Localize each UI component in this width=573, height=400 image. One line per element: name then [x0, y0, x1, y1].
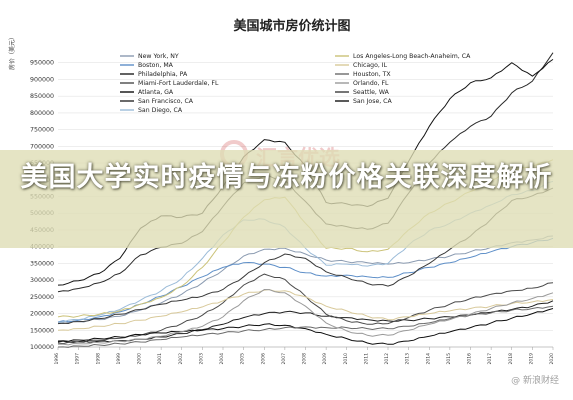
- x-tick-label: 1996: [54, 353, 60, 365]
- legend-label: New York, NY: [138, 53, 179, 60]
- legend-label: Boston, MA: [138, 62, 174, 69]
- y-tick-label: 300000: [30, 277, 54, 284]
- x-tick-label: 1999: [116, 353, 122, 365]
- x-tick-label: 2019: [528, 353, 534, 365]
- legend-label: Houston, TX: [353, 71, 391, 78]
- x-axis-ticks: 1996 1997 1998 1999 2000 2001 2002 2003 2004 2005…: [54, 346, 555, 365]
- x-tick-label: 2016: [467, 353, 473, 365]
- chart-title: 美国城市房价统计图: [233, 18, 350, 34]
- legend-label: San Jose, CA: [353, 98, 393, 105]
- legend-label: Chicago, IL: [353, 62, 388, 69]
- y-tick-label: 150000: [30, 327, 54, 334]
- x-tick-label: 2018: [508, 353, 514, 365]
- legend-label: Los Angeles-Long Beach-Anaheim, CA: [353, 53, 471, 60]
- x-tick-label: 2020: [549, 353, 555, 365]
- x-tick-label: 2012: [384, 353, 390, 365]
- y-tick-label: 900000: [30, 76, 54, 83]
- y-tick-label: 800000: [30, 110, 54, 117]
- banner-title: 美国大学实时疫情与冻粉价格关联深度解析: [20, 162, 553, 193]
- x-tick-label: 2015: [446, 353, 452, 365]
- x-tick-label: 2010: [343, 353, 349, 365]
- y-tick-label: 850000: [30, 93, 54, 100]
- x-tick-label: 2004: [219, 353, 225, 365]
- x-tick-label: 2011: [363, 353, 369, 365]
- x-tick-label: 2009: [322, 353, 328, 365]
- legend-label: San Francisco, CA: [138, 98, 194, 105]
- series-line: [57, 308, 554, 345]
- legend-label: San Diego, CA: [138, 107, 183, 114]
- x-tick-label: 2002: [178, 353, 184, 365]
- x-tick-label: 2017: [487, 353, 493, 365]
- source-watermark: @ 新浪财经: [511, 376, 559, 386]
- legend-label: Miami-Fort Lauderdale, FL: [138, 80, 219, 87]
- legend-label: Atlanta, GA: [138, 89, 174, 96]
- x-tick-label: 2000: [137, 353, 143, 365]
- y-tick-label: 100000: [30, 344, 54, 351]
- legend-label: Orlando, FL: [353, 80, 389, 87]
- x-tick-label: 1998: [95, 353, 101, 365]
- series-line: [57, 273, 554, 345]
- legend-label: Philadelphia, PA: [138, 71, 188, 78]
- x-tick-label: 1997: [75, 353, 81, 365]
- legend-label: Seattle, WA: [353, 89, 390, 96]
- series-line: [57, 235, 554, 324]
- y-tick-label: 950000: [30, 60, 54, 67]
- x-tick-label: 2013: [405, 353, 411, 365]
- x-tick-label: 2006: [260, 353, 266, 365]
- series-line: [58, 288, 554, 346]
- x-tick-label: 2008: [302, 353, 308, 365]
- series-line: [57, 305, 554, 348]
- x-tick-label: 2014: [425, 353, 431, 365]
- x-tick-label: 2001: [157, 353, 163, 365]
- y-tick-label: 250000: [30, 294, 54, 301]
- legend: New York, NY Boston, MA Philadelphia, PA Mi…: [120, 53, 471, 114]
- series-line: [57, 289, 554, 331]
- title-banner: [0, 150, 573, 248]
- y-tick-label: 700000: [30, 143, 54, 150]
- x-tick-label: 2007: [281, 353, 287, 365]
- x-tick-label: 2003: [198, 353, 204, 365]
- x-tick-label: 2005: [240, 353, 246, 365]
- y-tick-label: 750000: [30, 127, 54, 134]
- y-axis-label: 房价（美元）: [8, 34, 16, 70]
- y-tick-label: 200000: [30, 311, 54, 318]
- y-tick-label: 350000: [30, 260, 54, 267]
